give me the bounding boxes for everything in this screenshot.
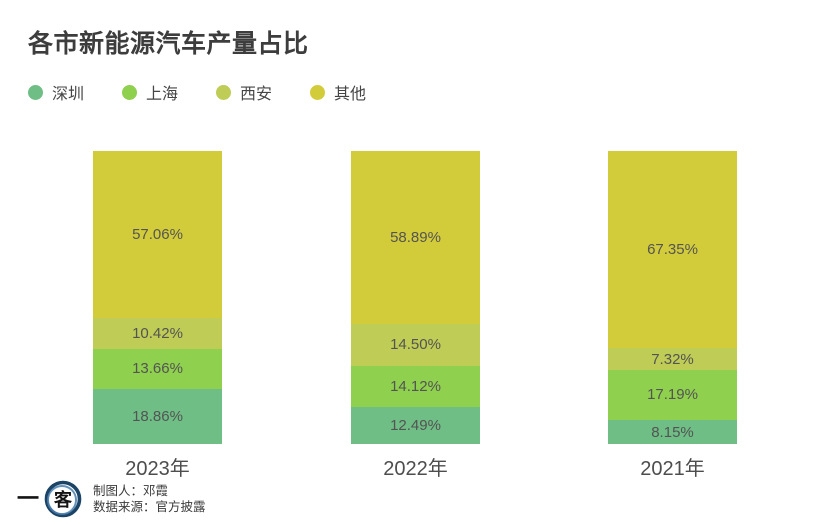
bar-segment-shenzhen: 18.86% bbox=[93, 388, 222, 444]
bar-segment-shanghai: 13.66% bbox=[93, 348, 222, 389]
bar-segment-value: 14.50% bbox=[390, 336, 441, 354]
x-axis-label-2022年: 2022年 bbox=[383, 458, 448, 480]
legend-item-xian: 西安 bbox=[216, 80, 272, 104]
bar-segment-xian: 10.42% bbox=[93, 318, 222, 349]
legend-label: 深圳 bbox=[52, 86, 85, 103]
bar-segment-value: 57.06% bbox=[132, 226, 183, 244]
author-credit: 制图人：邓霞 bbox=[93, 484, 169, 498]
bar-2022年: 58.89% 14.50% 14.12% 12.49% bbox=[351, 151, 480, 444]
bar-segment-shanghai: 17.19% bbox=[608, 369, 737, 421]
bar-segment-shenzhen: 8.15% bbox=[608, 420, 737, 444]
legend-label: 其他 bbox=[334, 86, 367, 103]
legend-item-shanghai: 上海 bbox=[122, 80, 178, 104]
x-axis-label-2021年: 2021年 bbox=[640, 458, 705, 480]
bar-segment-value: 10.42% bbox=[132, 324, 183, 342]
legend: 深圳 上海 西安 其他 bbox=[28, 80, 366, 104]
credits: 制图人：邓霞 数据来源：官方披露 bbox=[93, 483, 206, 515]
footer: 一 客 制图人：邓霞 数据来源：官方披露 bbox=[16, 477, 206, 521]
bar-segment-value: 7.32% bbox=[651, 350, 694, 368]
logo-circle-glyph: 客 bbox=[54, 489, 73, 510]
bar-segment-value: 17.19% bbox=[647, 386, 698, 404]
legend-item-shenzhen: 深圳 bbox=[28, 80, 84, 104]
legend-label: 西安 bbox=[240, 86, 273, 103]
bar-segment-shanghai: 14.12% bbox=[351, 366, 480, 408]
legend-label: 上海 bbox=[146, 86, 179, 103]
x-axis-label-2023年: 2023年 bbox=[125, 458, 190, 480]
bar-2021年: 67.35% 7.32% 17.19% 8.15% bbox=[608, 151, 737, 444]
bar-segment-value: 58.89% bbox=[390, 228, 441, 246]
bar-segment-others: 58.89% bbox=[351, 151, 480, 324]
bar-segment-value: 13.66% bbox=[132, 360, 183, 378]
yike-logo: 一 客 bbox=[17, 480, 82, 518]
bar-segment-value: 67.35% bbox=[647, 241, 698, 259]
bar-segment-shenzhen: 12.49% bbox=[351, 407, 480, 444]
legend-swatch-icon bbox=[310, 84, 326, 100]
bar-segment-value: 12.49% bbox=[390, 417, 441, 435]
logo-ring-inner-icon bbox=[47, 485, 77, 515]
legend-swatch-icon bbox=[28, 84, 43, 100]
stacked-bar-chart: 57.06% 10.42% 13.66% 18.86% 58.89% 14.50% 14.1… bbox=[0, 151, 837, 444]
legend-swatch-icon bbox=[216, 84, 232, 100]
bar-segment-value: 18.86% bbox=[132, 407, 183, 425]
bar-segment-xian: 14.50% bbox=[351, 323, 480, 367]
bar-segment-others: 57.06% bbox=[93, 151, 222, 319]
legend-swatch-icon bbox=[122, 84, 138, 100]
legend-item-others: 其他 bbox=[310, 80, 366, 104]
page-title: 各市新能源汽车产量占比 bbox=[28, 30, 309, 58]
x-axis-labels: 2023年 2022年 2021年 bbox=[0, 452, 837, 480]
bar-segment-others: 67.35% bbox=[608, 151, 737, 349]
bar-segment-value: 14.12% bbox=[390, 378, 441, 396]
bar-2023年: 57.06% 10.42% 13.66% 18.86% bbox=[93, 151, 222, 444]
bar-segment-xian: 7.32% bbox=[608, 348, 737, 370]
bar-segment-value: 8.15% bbox=[651, 423, 694, 441]
logo-dash-glyph: 一 bbox=[17, 486, 39, 511]
data-source: 数据来源：官方披露 bbox=[93, 500, 206, 514]
